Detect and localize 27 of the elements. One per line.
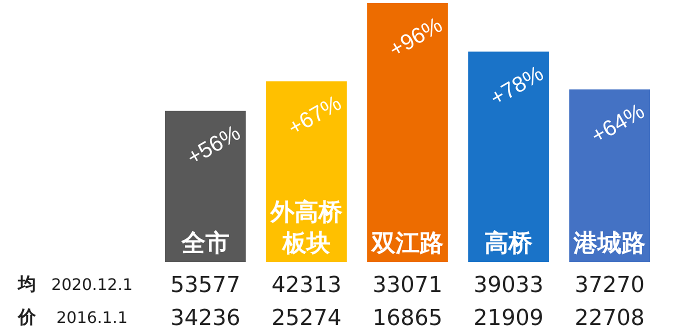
x-tick-label: 全市 <box>180 229 230 257</box>
data-label: +64% <box>586 98 649 148</box>
text: 25274 <box>271 306 342 331</box>
text: 34236 <box>170 306 240 331</box>
data-label: +78% <box>486 60 548 111</box>
x-tick-label: 高桥 <box>484 229 534 257</box>
bar <box>165 110 246 262</box>
bar <box>367 3 448 262</box>
x-tick-label: 港城路 <box>572 229 646 257</box>
bar <box>468 52 549 262</box>
data-label: +67% <box>284 90 346 140</box>
data-label: +96% <box>384 12 446 62</box>
x-tick-label: 双江路 <box>370 229 444 257</box>
bar <box>569 89 650 262</box>
text: 53577 <box>170 273 240 298</box>
text: 33071 <box>372 273 442 298</box>
text: 42313 <box>271 273 342 298</box>
text: 22708 <box>574 306 645 331</box>
x-tick-label: 外高桥板块 <box>269 198 344 257</box>
text: 2016.1.1 <box>56 308 128 327</box>
text: 37270 <box>574 273 645 298</box>
text: 21909 <box>474 306 544 331</box>
data-label: +56% <box>182 120 244 170</box>
text: 2020.12.1 <box>51 275 133 294</box>
text: 39033 <box>474 273 544 298</box>
text: 均价 <box>17 274 37 328</box>
text: 16865 <box>372 306 442 331</box>
